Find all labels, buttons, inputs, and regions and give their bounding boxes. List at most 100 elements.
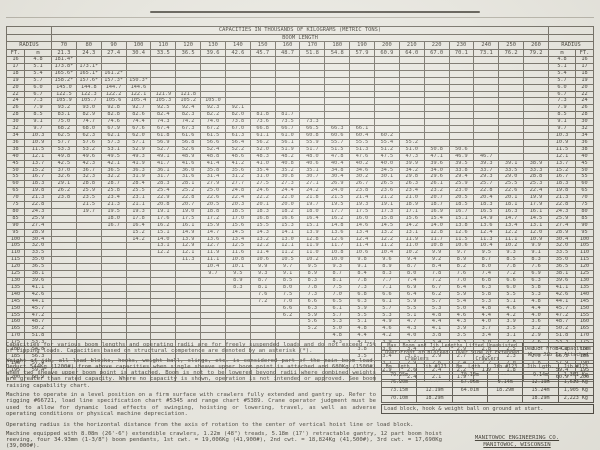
capacity-cell: 28.8 (75, 180, 102, 189)
capacity-cell: 4.2 (373, 332, 400, 341)
capacity-cell: 155 (575, 311, 594, 320)
capacity-cell (498, 131, 525, 140)
capacity-cell: 25.0 (200, 187, 226, 196)
capacity-cell: 19.5 (100, 207, 127, 216)
capacity-cell: 13.1 (150, 242, 177, 251)
capacity-cell: 49.3 (125, 152, 152, 161)
capacity-cell (274, 83, 301, 92)
capacity-cell: 19.9 (523, 194, 549, 203)
capacity-cell: 15.1 (448, 214, 475, 223)
capacity-cell: 5.1 (498, 297, 525, 306)
capacity-cell (249, 97, 276, 106)
capacity-cell: 28 (575, 111, 594, 120)
capacity-cell (274, 325, 301, 334)
capacity-cell (150, 290, 177, 299)
capacity-cell: 40 (6, 152, 25, 161)
capacity-cell (523, 111, 549, 120)
capacity-cell (398, 69, 425, 78)
capacity-cell (175, 277, 202, 285)
capacity-cell: 4.8 (548, 56, 576, 64)
capacity-cell: 20 (6, 83, 25, 92)
capacity-cell: 105.0 (200, 97, 226, 106)
capacity-cell: 7.2 (498, 270, 525, 278)
capacity-cell: 57.6 (75, 138, 102, 147)
capacity-cell (100, 283, 127, 292)
capacity-cell (249, 76, 276, 85)
capacity-cell: 11.1 (200, 256, 226, 265)
capacity-cell (150, 69, 177, 78)
capacity-cell (51, 249, 77, 258)
capacity-cell: 19.1 (150, 207, 177, 216)
table-row: 28 8.5 83.1 82.9 82.8 82.6 82.4 82.3 82.2 82.0 81.… (6, 111, 594, 120)
capacity-cell: 5.6 (299, 318, 326, 327)
capacity-cell: 68.0 (75, 125, 102, 133)
table-row: 24 7.3 105.9 105.7 105.6 105.4 105.3 105.2 105.0… (6, 97, 594, 106)
capacity-cell: 62.0 (125, 131, 152, 140)
capacity-cell: 67.0 (224, 125, 251, 133)
capacity-cell: 92.5 (150, 104, 177, 113)
capacity-cell: 18 (575, 69, 594, 78)
capacity-cell: 170 (6, 332, 25, 341)
capacity-cell (498, 104, 525, 113)
table-row: 170 51.8 4.8 4.4 4.2 4.0 3.8 3.5 3.4 3.1 2.9 51.8 17… (6, 332, 594, 341)
capacity-cell: 52.7 (150, 145, 177, 154)
capacity-cell: 51.2 (373, 145, 400, 154)
capacity-cell (373, 97, 400, 106)
capacity-cell: 48.6 (224, 152, 251, 161)
boom-length-m-header: 27.4 (100, 48, 127, 57)
capacity-cell: 122.1 (125, 90, 152, 99)
capacity-cell (200, 304, 226, 313)
capacity-cell: 165 (6, 325, 25, 334)
capacity-cell (373, 83, 400, 92)
capacity-cell (125, 270, 152, 278)
capacity-cell: 44.1 (548, 297, 576, 306)
capacity-cell: 35.1 (299, 166, 326, 175)
capacity-cell (498, 69, 525, 78)
capacity-cell (324, 69, 351, 78)
capacity-cell (423, 83, 450, 92)
scan-artifact-line (6, 17, 594, 18)
jib-limits-table: Max. Boom and Jib Lengths Lifted Unassis… (380, 341, 595, 404)
capacity-cell: 41.4 (200, 159, 226, 168)
capacity-cell: 16.2 (150, 221, 177, 230)
capacity-cell: 105 (6, 242, 25, 251)
capacity-cell: 8.0 (398, 270, 425, 278)
capacity-cell: 6.0 (498, 283, 525, 292)
capacity-cell (423, 56, 450, 64)
capacity-cell: 26.2 (51, 187, 77, 196)
capacity-cell: 130 (575, 277, 594, 285)
capacity-cell: 11.2 (373, 242, 400, 251)
capacity-cell: 6.0 (24, 83, 52, 92)
capacity-cell: 15.6 (398, 214, 425, 223)
capacity-cell: 11.5 (548, 145, 576, 154)
capacity-cell: 8.4 (423, 263, 450, 272)
boom-length-m-header: 30.4 (125, 48, 152, 57)
capacity-cell: 15.6 (224, 221, 251, 230)
capacity-cell: 8.3 (523, 256, 549, 265)
capacity-cell: 41.1 (548, 283, 576, 292)
capacity-cell: 9.9 (523, 242, 549, 251)
capacity-cell (473, 76, 500, 85)
capacity-cell (274, 97, 301, 106)
boom-length-ft-header: 190 (349, 41, 375, 50)
scan-artifact-line (150, 11, 480, 13)
capacity-cell: 3.4 (473, 332, 500, 341)
capacity-cell: 28.8 (523, 173, 549, 182)
capacity-cell: 105.6 (100, 97, 127, 106)
capacity-cell: 19.5 (324, 201, 351, 209)
capacity-cell (523, 69, 549, 78)
capacity-cell: 14.5 (224, 228, 251, 237)
capacity-cell: 6.1 (324, 304, 351, 313)
capacity-cell: 57.3 (100, 138, 127, 147)
capacity-cell: 12.9 (175, 242, 202, 251)
capacity-cell: 5.8 (523, 283, 549, 292)
capacity-cell: 10.6 (448, 242, 475, 251)
capacity-cell: 6.6 (373, 290, 400, 299)
capacity-cell: 57.1 (125, 138, 152, 147)
capacity-cell (51, 270, 77, 278)
jib-sub-right: Over Side of Extended Crawlers (451, 349, 524, 365)
capacity-cell: 9.5 (224, 270, 251, 278)
capacity-cell: 19.3 (349, 201, 375, 209)
capacity-cell (324, 97, 351, 106)
capacity-cell: 14.6 (349, 221, 375, 230)
